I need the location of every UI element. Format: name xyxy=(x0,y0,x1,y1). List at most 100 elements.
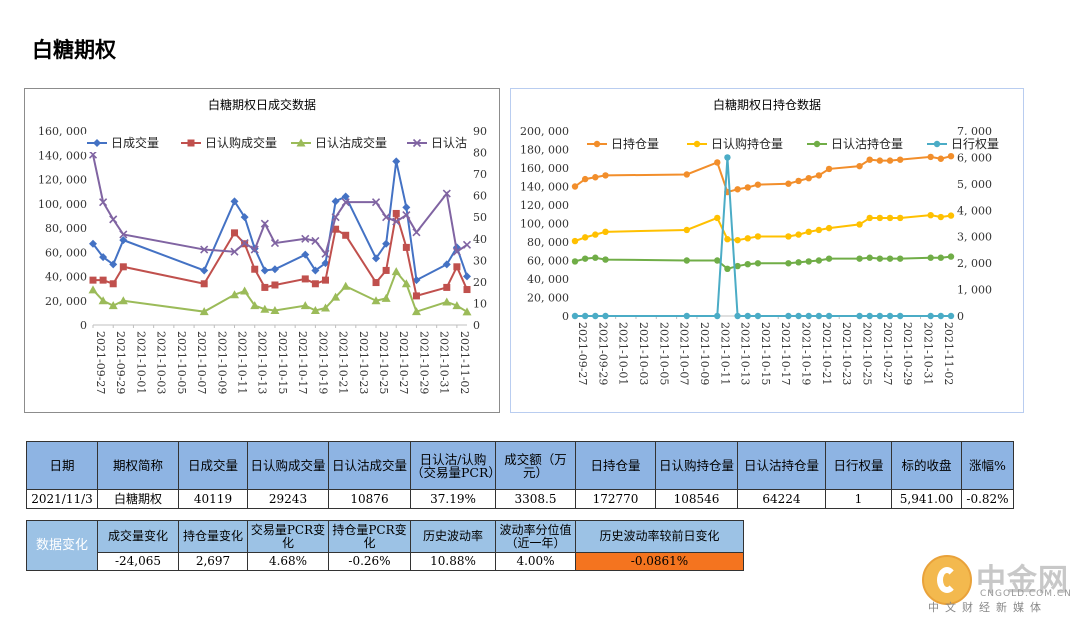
legend-label: 日认沽成交量 xyxy=(315,135,387,150)
x-tick-label: 2021-10-21 xyxy=(337,331,350,394)
data-point xyxy=(886,214,894,222)
y-tick-label: 80, 000 xyxy=(527,236,569,249)
summary-value-cell: -0.82% xyxy=(961,489,1014,509)
data-point xyxy=(311,266,320,275)
y-tick-label: 140, 000 xyxy=(520,181,569,194)
data-point xyxy=(301,234,310,243)
x-tick-label: 2021-10-27 xyxy=(881,322,894,385)
data-point xyxy=(754,260,762,267)
legend-label: 日认沽持仓量 xyxy=(831,136,903,151)
summary-value-cell: 2021/11/3 xyxy=(26,489,98,509)
change-header-cell: 历史波动率较前日变化 xyxy=(575,520,744,553)
daily-volume-chart-svg: 白糖期权日成交数据 0 20, 000 40, 000 60, 000 80, 000 10… xyxy=(38,97,487,394)
data-point xyxy=(785,312,792,320)
data-point xyxy=(683,226,690,234)
data-point xyxy=(592,174,599,181)
data-point xyxy=(200,245,209,254)
y-tick-label: 40, 000 xyxy=(527,273,569,286)
y-tick-label: 100, 000 xyxy=(520,218,569,231)
data-point xyxy=(118,296,128,305)
data-point xyxy=(251,265,259,273)
data-point xyxy=(240,286,250,295)
x-tick-label: 2021-09-27 xyxy=(576,322,589,385)
y-tick-label: 60, 000 xyxy=(45,246,87,259)
data-point xyxy=(310,305,320,314)
data-point xyxy=(795,259,802,266)
data-point xyxy=(927,153,934,161)
change-value-cell: 4.00% xyxy=(495,552,576,571)
data-point xyxy=(402,203,411,212)
data-point xyxy=(734,262,741,270)
data-point xyxy=(260,266,269,275)
x-tick-label: 2021-10-17 xyxy=(296,331,309,394)
data-point xyxy=(412,228,421,237)
data-point xyxy=(856,312,863,320)
summary-header-cell: 日认沽成交量 xyxy=(328,441,411,490)
data-point xyxy=(108,301,118,310)
legend: 日成交量 日认购成交量 日认沽成交量 日认沽/认购 xyxy=(83,134,467,152)
x-tick-label: 2021-10-29 xyxy=(417,331,430,394)
data-point xyxy=(452,247,461,256)
y2-tick-label: 4, 000 xyxy=(957,204,992,217)
legend-background xyxy=(583,135,983,153)
data-point xyxy=(815,226,823,234)
data-point xyxy=(109,280,117,288)
data-point xyxy=(581,255,589,262)
summary-value-cell: 40119 xyxy=(178,489,248,509)
data-point xyxy=(88,150,98,159)
data-point xyxy=(866,156,873,163)
data-point xyxy=(89,239,97,248)
summary-value-row: 2021/11/3 白糖期权 40119 29243 10876 37.19% 3308.5… xyxy=(26,489,1014,509)
data-point xyxy=(592,231,599,238)
data-point xyxy=(463,272,471,281)
legend-marker xyxy=(813,140,821,148)
x-tick-label: 2021-11-02 xyxy=(458,331,471,394)
data-point xyxy=(331,197,340,206)
data-point xyxy=(300,301,310,310)
x-tick-label: 2021-10-25 xyxy=(861,322,874,385)
series-2 xyxy=(88,267,472,316)
x-tick-label: 2021-10-01 xyxy=(617,322,630,385)
data-point xyxy=(341,198,350,207)
data-point xyxy=(937,254,945,261)
data-point xyxy=(896,156,904,163)
series-line xyxy=(574,214,952,243)
data-point xyxy=(825,224,833,232)
x-tick-label: 2021-10-27 xyxy=(397,331,410,394)
data-point xyxy=(240,213,249,222)
summary-header-cell: 日认购持仓量 xyxy=(655,441,738,490)
change-value-row: -24,065 2,697 4.68% -0.26% 10.88% 4.00% -0.086… xyxy=(27,552,744,571)
summary-header-cell: 日认沽持仓量 xyxy=(737,441,826,490)
data-point xyxy=(896,214,904,222)
data-point xyxy=(271,281,279,289)
summary-header-cell: 涨幅% xyxy=(961,441,1014,490)
data-point xyxy=(734,236,741,244)
y2-tick-label: 5, 000 xyxy=(957,178,992,191)
data-point xyxy=(734,186,741,193)
data-point xyxy=(442,297,452,306)
data-point xyxy=(462,240,472,249)
legend-marker xyxy=(933,140,941,148)
legend-label: 日成交量 xyxy=(111,135,159,150)
data-point xyxy=(99,253,108,262)
data-point xyxy=(795,177,802,185)
data-point xyxy=(88,285,98,294)
x-tick-label: 2021-10-19 xyxy=(316,331,329,394)
y-tick-label: 20, 000 xyxy=(45,295,87,308)
data-point xyxy=(402,243,410,251)
summary-table: 日期 期权简称 日成交量 日认购成交量 日认沽成交量 日认沽/认购（交易量PCR） 成交额（… xyxy=(26,441,1014,509)
data-point xyxy=(937,312,945,320)
data-point xyxy=(754,233,762,240)
data-point xyxy=(754,181,762,188)
data-point xyxy=(886,157,894,164)
x-tick-label: 2021-10-05 xyxy=(175,331,188,394)
logo-domain: CNGOLD.COM.CN xyxy=(980,589,1072,599)
summary-value-cell: 白糖期权 xyxy=(97,489,179,509)
x-tick-label: 2021-10-07 xyxy=(678,322,691,385)
x-tick-label: 2021-10-13 xyxy=(256,331,269,394)
data-point xyxy=(392,209,400,217)
legend-marker xyxy=(412,138,422,148)
data-point xyxy=(199,307,209,316)
y-tick-label: 160, 000 xyxy=(38,125,87,138)
data-point xyxy=(260,304,270,313)
